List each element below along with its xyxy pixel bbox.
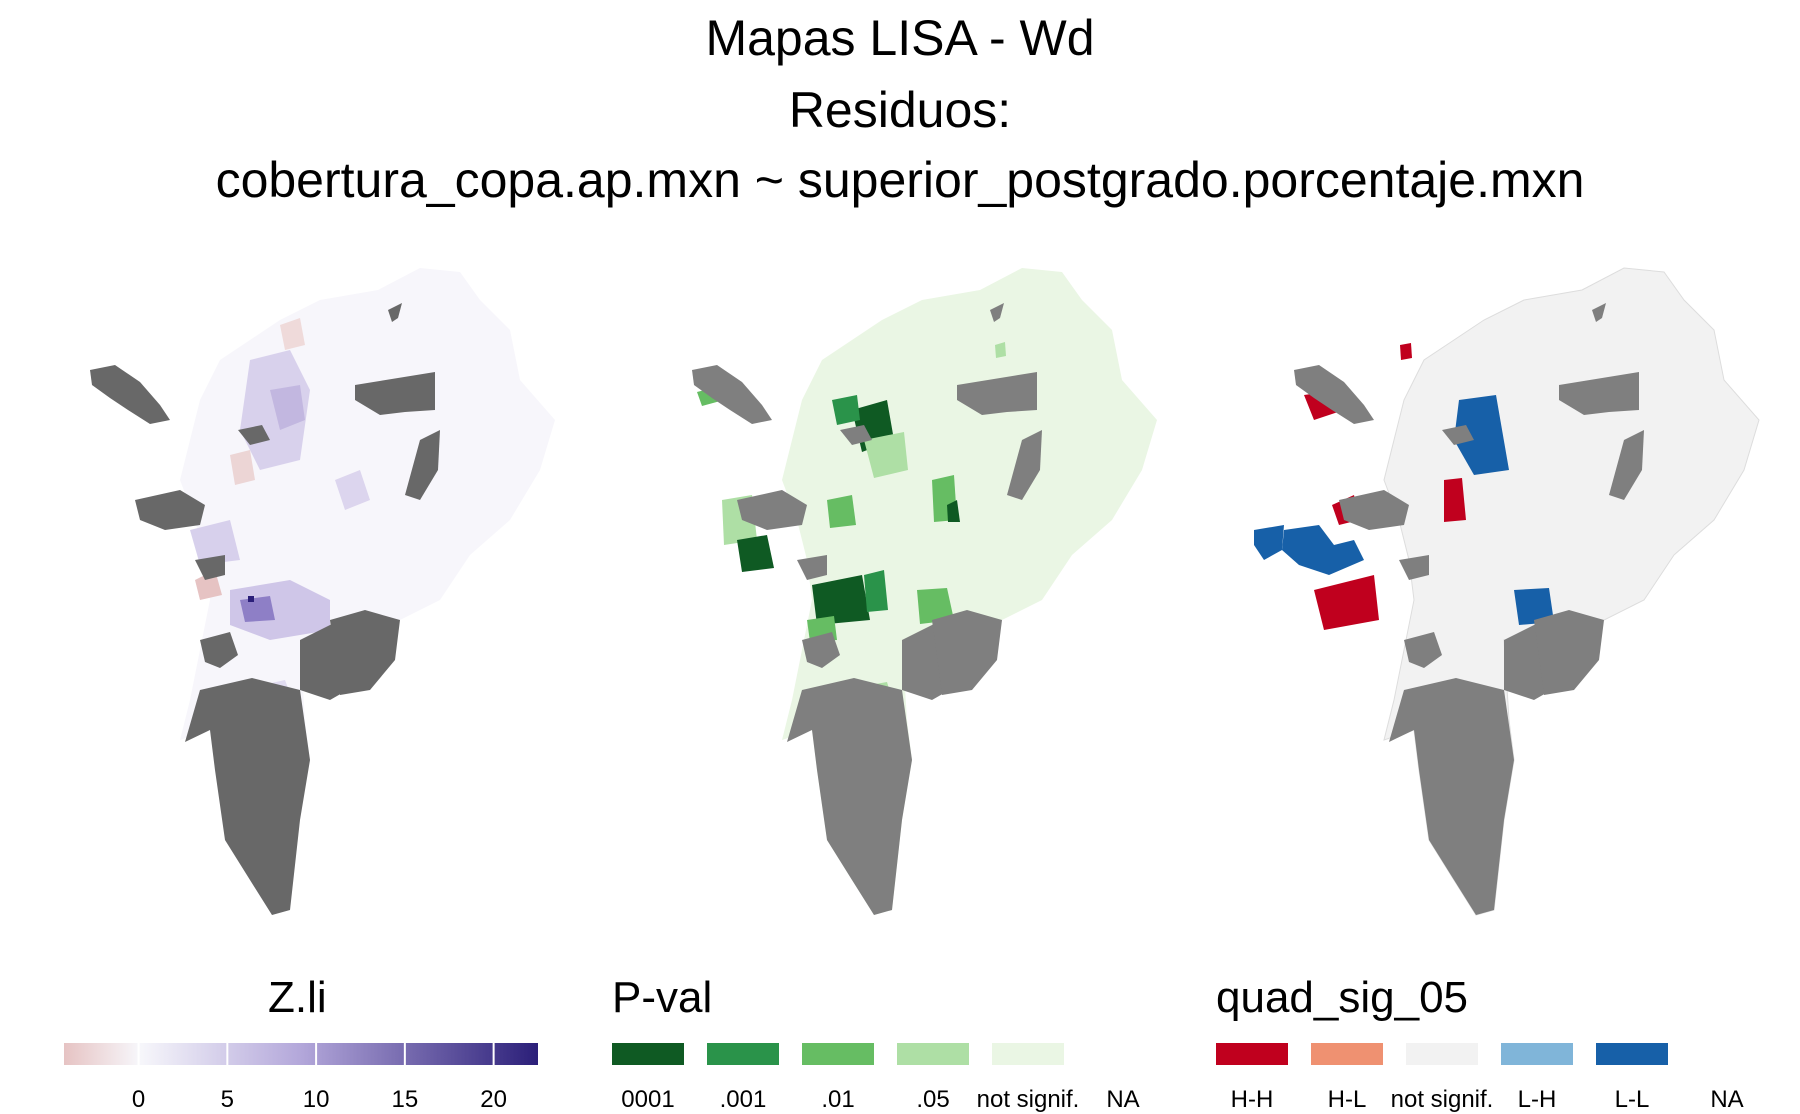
pval-legend-swatch	[707, 1043, 779, 1065]
zli-tick-label: 15	[391, 1086, 419, 1113]
pval-legend-swatch	[612, 1043, 684, 1065]
quad-legend-swatch	[1406, 1043, 1478, 1065]
pval-legend-label: not signif.	[976, 1086, 1080, 1113]
quad-legend-swatch	[1596, 1043, 1668, 1065]
map-title: Mapas LISA - Wd	[705, 10, 1095, 66]
quad-legend-label: L-H	[1517, 1086, 1557, 1113]
quad-legend-label: H-L	[1327, 1086, 1367, 1113]
pval-legend-label: NA	[1106, 1086, 1140, 1113]
pval-legend-swatch	[897, 1043, 969, 1065]
zli-legend-title: Z.li	[268, 973, 327, 1022]
quad-legend-label: not signif.	[1390, 1086, 1494, 1113]
quad-legend-swatch	[1216, 1043, 1288, 1065]
quad-legend-label: L-L	[1614, 1086, 1650, 1113]
quad-map	[1254, 267, 1760, 916]
zli-colorbar	[64, 1043, 538, 1065]
pval-legend-label: .001	[719, 1086, 767, 1113]
pval-legend-swatch	[992, 1043, 1064, 1065]
quad-legend-title: quad_sig_05	[1216, 973, 1469, 1022]
pval-legend-swatch	[1087, 1043, 1159, 1065]
pval-map	[692, 268, 1157, 915]
zli-map	[90, 268, 555, 915]
zli-tick-label: 20	[480, 1086, 507, 1113]
pval-legend-label: .05	[916, 1086, 950, 1113]
pval-legend-label: 0001	[621, 1086, 675, 1113]
quad-legend-swatch	[1501, 1043, 1573, 1065]
quad-legend-label: NA	[1710, 1086, 1744, 1113]
zli-tick-label: 5	[220, 1086, 234, 1113]
pval-legend-title: P-val	[612, 973, 713, 1022]
pval-legend-swatch	[802, 1043, 874, 1065]
quad-legend-swatch	[1691, 1043, 1763, 1065]
quad-legend-label: H-H	[1230, 1086, 1274, 1113]
quad-legend-swatch	[1311, 1043, 1383, 1065]
model-formula: cobertura_copa.ap.mxn ~ superior_postgra…	[215, 152, 1585, 208]
zli-tick-label: 0	[131, 1086, 146, 1113]
map-subtitle: Residuos:	[788, 82, 1012, 138]
pval-legend-label: .01	[821, 1086, 855, 1113]
zli-colorbar-ticks	[137, 1043, 495, 1065]
zli-tick-label: 10	[302, 1086, 330, 1113]
